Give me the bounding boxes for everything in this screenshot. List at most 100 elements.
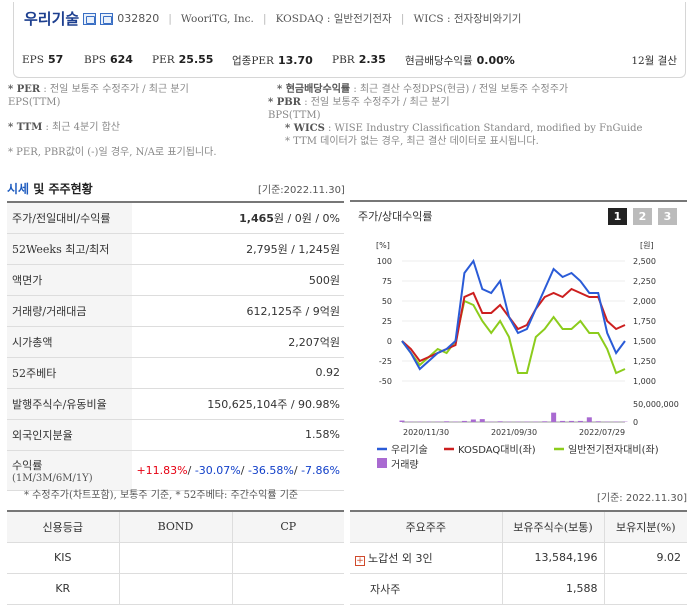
holder-pct (603, 573, 687, 605)
legend-label: 거래량 (391, 459, 419, 471)
holder-pct: 9.02 (603, 542, 687, 574)
volume-bar (595, 421, 601, 422)
metric-eps: EPS 57 (22, 53, 64, 66)
chart-tab-2[interactable]: 2 (633, 208, 652, 225)
metric-dividend-yield: 현금배당수익률 0.00% (405, 54, 515, 67)
volume-bar (560, 420, 566, 422)
row-value: 500원 (132, 264, 344, 296)
price-chart: [%] [원] 100 2,500 75 2,250 50 2,000 25 1,750 0 1,50… (376, 241, 679, 471)
shareholders-table: 주요주주 보유주식수(보통) 보유지분(%) + 노갑선 외 3인 13,584,… (350, 510, 687, 605)
y-tick-right: 1,500 (633, 337, 656, 346)
table-row: KIS (7, 542, 344, 574)
table-header-row: 주요주주 보유주식수(보통) 보유지분(%) (350, 511, 687, 543)
cp-cell (231, 542, 344, 574)
row-label: 외국인지분율 (7, 419, 132, 451)
table-header-row: 신용등급 BOND CP (7, 511, 344, 543)
section-date: [기준:2022.11.30] (258, 185, 345, 196)
table-row: 외국인지분율 1.58% (7, 419, 344, 451)
right-axis-unit: [원] (640, 241, 654, 250)
row-label: 액면가 (7, 264, 132, 296)
credit-rating-table: 신용등급 BOND CP KIS KR (7, 510, 344, 605)
expand-icon[interactable]: + (355, 555, 365, 566)
table-row: 액면가 500원 (7, 264, 344, 296)
holder-shares: 1,588 (501, 573, 604, 605)
y-tick-right: 2,250 (633, 277, 656, 286)
table-row: + 노갑선 외 3인 13,584,196 9.02 (350, 542, 687, 574)
metric-industry-per: 업종PER 13.70 (232, 54, 313, 67)
y-tick-left: 25 (382, 317, 392, 326)
volume-bar (542, 421, 548, 422)
volume-tick: 50,000,000 (633, 400, 679, 409)
table-row: 52주베타 0.92 (7, 357, 344, 389)
col-header: 주요주주 (350, 511, 502, 543)
note-per: * PER : 전일 보통주 수정주가 / 최근 분기 (8, 84, 189, 95)
volume-bar (497, 421, 503, 422)
note-pbr: * PBR : 전일 보통주 수정주가 / 최근 분기 (268, 97, 450, 108)
chart-tab-3[interactable]: 3 (658, 208, 677, 225)
legend-label: 우리기술 (391, 444, 428, 456)
volume-bar (399, 420, 405, 422)
series-line-0 (401, 258, 626, 371)
metric-per: PER 25.55 (152, 53, 214, 66)
col-header: BOND (118, 511, 232, 543)
table-row: 시가총액 2,207억원 (7, 326, 344, 358)
y-tick-right: 1,250 (633, 357, 656, 366)
col-header: 보유지분(%) (603, 511, 687, 543)
row-value: 0.92 (132, 357, 344, 389)
notes-left: * PER : 전일 보통주 수정주가 / 최근 분기 EPS(TTM) * T… (8, 83, 263, 159)
row-value: 150,625,104주 / 90.98% (132, 388, 344, 420)
english-name: WooriTG, Inc. (180, 12, 254, 25)
table-row: 거래량/거래대금 612,125주 / 9억원 (7, 295, 344, 327)
price-footnote: * 수정주가(차트포함), 보통주 기준, * 52주베타: 주간수익률 기준 (24, 490, 299, 501)
divider: | (400, 12, 405, 25)
note-per-line2: EPS(TTM) (8, 97, 61, 108)
table-row: 발행주식수/유동비율 150,625,104주 / 90.98% (7, 388, 344, 420)
company-title-row: 우리기술 032820 | WooriTG, Inc. | KOSDAQ : 일… (24, 8, 521, 29)
table-row: 52Weeks 최고/최저 2,795원 / 1,245원 (7, 233, 344, 265)
row-value: 612,125주 / 9억원 (132, 295, 344, 327)
row-value: 1,465원 / 0원 / 0% (132, 202, 344, 234)
y-tick-right: 1,000 (633, 377, 656, 386)
volume-bar (444, 421, 450, 422)
volume-bar (586, 417, 592, 422)
note-na: * PER, PBR값이 (-)일 경우, N/A로 표기됩니다. (8, 147, 217, 158)
metric-pbr: PBR 2.35 (332, 53, 386, 66)
chart-tab-1[interactable]: 1 (608, 208, 627, 225)
row-label: 발행주식수/유동비율 (7, 388, 132, 420)
divider: | (168, 12, 172, 25)
holder-shares: 13,584,196 (501, 542, 604, 574)
legend-label: KOSDAQ대비(좌) (458, 444, 536, 456)
y-tick-left: 0 (387, 337, 392, 346)
holder-name[interactable]: + 노갑선 외 3인 (350, 542, 502, 574)
y-tick-right: 2,500 (633, 257, 656, 266)
table-row: 자사주 1,588 (350, 573, 687, 605)
y-tick-left: -50 (379, 377, 392, 386)
wics-category: WICS : 전자장비와기기 (413, 13, 522, 25)
y-tick-left: 50 (382, 297, 392, 306)
y-tick-left: 100 (377, 257, 392, 266)
note-wics: * WICS : WISE Industry Classification St… (285, 123, 643, 134)
x-tick-label: 2021/09/30 (491, 428, 537, 437)
volume-bar (577, 420, 583, 422)
note-dividend: * 현금배당수익률 : 최근 결산 수정DPS(현금) / 전일 보통주 수정주… (277, 84, 569, 95)
volume-bar (568, 420, 574, 422)
series-line-2 (401, 299, 626, 375)
x-tick-label: 2022/07/29 (579, 428, 625, 437)
legend-swatch (377, 458, 387, 468)
kosdaq-market-icon[interactable] (83, 12, 97, 25)
bond-cell (118, 542, 232, 574)
row-label: 52Weeks 최고/최저 (7, 233, 132, 265)
row-label: 거래량/거래대금 (7, 295, 132, 327)
table-row: 수익률 (1M/3M/6M/1Y) +11.83%/ -30.07%/ -36.5… (7, 450, 344, 491)
row-value: 2,795원 / 1,245원 (132, 233, 344, 265)
shareholder-date: [기준: 2022.11.30] (596, 493, 687, 504)
row-value: 1.58% (132, 419, 344, 451)
volume-bar (470, 419, 476, 422)
table-row: 주가/전일대비/수익률 1,465원 / 0원 / 0% (7, 202, 344, 234)
note-pbr-line2: BPS(TTM) (268, 110, 321, 121)
company-header: 우리기술 032820 | WooriTG, Inc. | KOSDAQ : 일… (13, 2, 686, 78)
x-tick-label: 2020/11/30 (403, 428, 449, 437)
chart-title: 주가/상대수익률 (358, 210, 433, 223)
note-ttm-missing: * TTM 데이터가 없는 경우, 최근 결산 데이터로 표시됩니다. (285, 136, 539, 147)
company-info-icon[interactable] (100, 12, 114, 25)
